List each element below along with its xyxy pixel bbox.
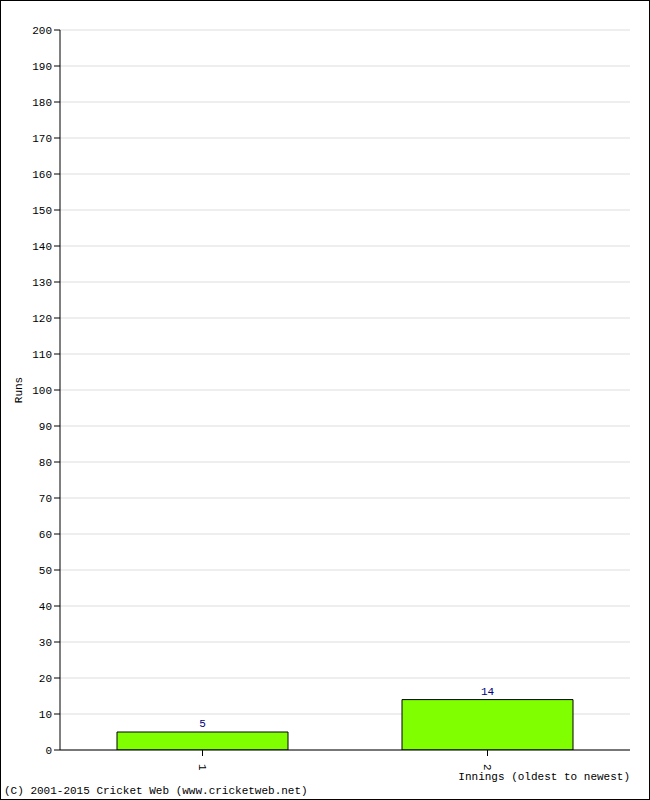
svg-text:50: 50 [39, 565, 52, 577]
svg-text:20: 20 [39, 673, 52, 685]
svg-text:40: 40 [39, 601, 52, 613]
svg-text:14: 14 [481, 686, 495, 698]
svg-text:70: 70 [39, 493, 52, 505]
svg-text:200: 200 [32, 25, 52, 37]
svg-text:90: 90 [39, 421, 52, 433]
svg-text:190: 190 [32, 61, 52, 73]
svg-text:150: 150 [32, 205, 52, 217]
svg-text:Innings (oldest to newest): Innings (oldest to newest) [458, 771, 630, 783]
svg-text:110: 110 [32, 349, 52, 361]
svg-text:160: 160 [32, 169, 52, 181]
svg-text:130: 130 [32, 277, 52, 289]
html-text:(C) 2001-2015 Cricket Web (www: (C) 2001-2015 Cricket Web (www.cricketwe… [4, 785, 308, 797]
svg-text:140: 140 [32, 241, 52, 253]
svg-text:10: 10 [39, 709, 52, 721]
svg-text:120: 120 [32, 313, 52, 325]
svg-text:0: 0 [45, 745, 52, 757]
svg-text:180: 180 [32, 97, 52, 109]
svg-text:80: 80 [39, 457, 52, 469]
svg-text:60: 60 [39, 529, 52, 541]
svg-text:5: 5 [199, 718, 206, 730]
svg-text:2: 2 [481, 764, 493, 771]
svg-text:170: 170 [32, 133, 52, 145]
svg-text:1: 1 [196, 764, 208, 771]
svg-text:30: 30 [39, 637, 52, 649]
svg-text:100: 100 [32, 385, 52, 397]
svg-text:Runs: Runs [13, 377, 25, 403]
